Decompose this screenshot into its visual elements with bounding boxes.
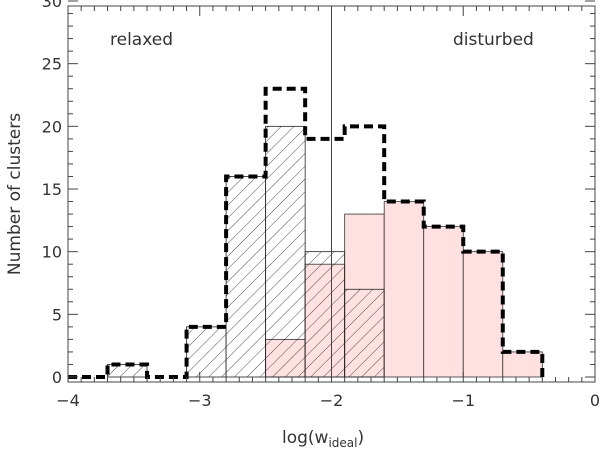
x-axis-ticks: −4 −3 −2 −1 0 — [56, 6, 600, 410]
y-tick-label-2: 10 — [42, 243, 62, 262]
x-axis-title-main: log(w — [282, 428, 329, 448]
y-tick-label-4: 20 — [42, 117, 62, 136]
annotation-relaxed: relaxed — [110, 30, 173, 50]
y-tick-label-3: 15 — [42, 180, 62, 199]
hatched-bar-3 — [186, 326, 227, 378]
y-tick-label-5: 25 — [42, 55, 62, 74]
x-tick-label-3: −1 — [451, 391, 475, 410]
x-tick-label-2: −2 — [320, 391, 344, 410]
y-tick-label-0: 0 — [52, 368, 62, 387]
x-axis-title-subscript: ideal — [328, 436, 357, 449]
x-tick-label-1: −3 — [188, 391, 212, 410]
hatched-bar-4 — [225, 176, 267, 378]
filled-bar-10 — [462, 251, 504, 378]
x-axis-title-close: ) — [357, 428, 364, 448]
y-axis-ticks: 0 5 10 15 20 25 30 — [42, 0, 595, 387]
filled-bar-8 — [383, 201, 425, 378]
y-axis-title: Number of clusters — [5, 113, 25, 275]
x-tick-label-4: 0 — [590, 391, 600, 410]
hatched-bar-7 — [344, 288, 385, 378]
x-tick-label-0: −4 — [56, 391, 80, 410]
y-tick-label-1: 5 — [52, 305, 62, 324]
annotation-disturbed: disturbed — [453, 30, 534, 50]
hatched-histogram — [107, 125, 385, 378]
x-axis-title: log(wideal) — [282, 428, 364, 449]
y-tick-label-6: 30 — [42, 0, 62, 11]
hatched-bar-6 — [304, 251, 346, 378]
hatched-bar-5 — [265, 125, 306, 378]
filled-bar-9 — [423, 226, 464, 378]
filled-bar-11 — [502, 351, 543, 378]
